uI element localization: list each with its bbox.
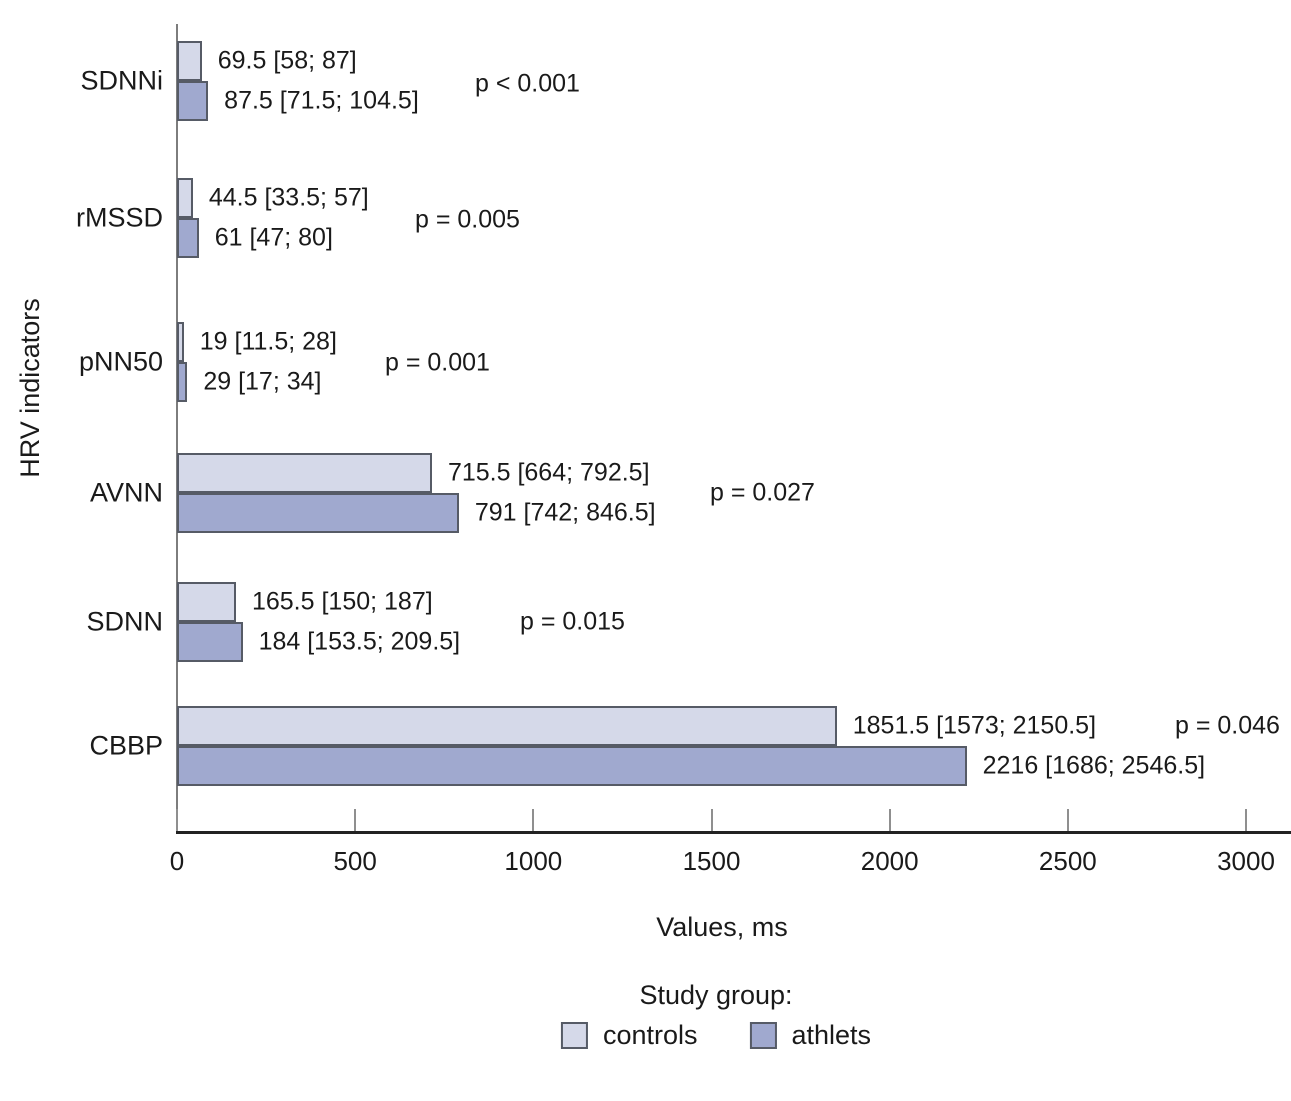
bar-controls-sdnn [177,582,236,622]
bar-value-label-controls-cbbp: 1851.5 [1573; 2150.5] [852,711,1097,740]
bar-athlets-sdnni [177,81,209,121]
x-tick [1066,809,1069,831]
bar-value-label-controls-avnn: 715.5 [664; 792.5] [447,458,650,487]
bar-value-label-athlets-cbbp: 2216 [1686; 2546.5] [982,751,1206,780]
bar-value-label-athlets-sdnn: 184 [153.5; 209.5] [258,627,461,656]
bar-controls-sdnni [177,41,202,81]
x-tick [354,809,357,831]
bar-athlets-cbbp [177,746,967,786]
bar-value-label-athlets-rmssd: 61 [47; 80] [214,223,333,252]
category-label-rmssd: rMSSD [76,202,163,233]
bar-athlets-avnn [177,493,459,533]
p-value-label-cbbp: p = 0.046 [1175,711,1280,740]
bar-athlets-sdnn [177,622,243,662]
category-label-avnn: AVNN [89,477,163,508]
x-tick-label: 3000 [1217,846,1275,876]
category-label-sdnn: SDNN [86,606,163,637]
bar-value-label-controls-sdnni: 69.5 [58; 87] [217,46,357,75]
p-value-label-sdnn: p = 0.015 [520,607,625,636]
x-tick-label: 1500 [682,846,741,876]
legend-item-controls: controls [560,1020,698,1051]
y-axis-line [176,24,178,833]
p-value-label-rmssd: p = 0.005 [415,205,520,234]
x-tick [176,809,178,831]
p-value-label-pnn50: p = 0.001 [385,348,490,377]
legend-swatch-athlets [749,1022,777,1049]
bar-athlets-rmssd [177,218,199,258]
x-tick [532,809,535,831]
x-tick [710,809,713,831]
bar-value-label-athlets-avnn: 791 [742; 846.5] [474,498,656,527]
bar-controls-cbbp [177,706,837,746]
category-label-cbbp: CBBP [89,730,163,761]
bar-value-label-controls-pnn50: 19 [11.5; 28] [199,327,337,356]
x-tick-label: 0 [169,846,185,876]
bar-value-label-controls-sdnn: 165.5 [150; 187] [251,587,433,616]
bar-controls-pnn50 [177,322,184,362]
x-tick-label: 2500 [1038,846,1097,876]
category-label-pnn50: pNN50 [78,346,163,377]
p-value-label-avnn: p = 0.027 [710,478,815,507]
bar-value-label-athlets-pnn50: 29 [17; 34] [203,367,322,396]
x-tick-label: 500 [333,846,377,876]
legend: controls athlets [560,1020,871,1051]
bar-value-label-controls-rmssd: 44.5 [33.5; 57] [208,183,369,212]
x-axis-title: Values, ms [656,912,788,942]
x-tick-label: 2000 [860,846,919,876]
legend-label-athlets: athlets [791,1020,872,1050]
legend-title: Study group: [639,980,793,1010]
x-axis-line [176,831,1291,834]
x-tick-label: 1000 [504,846,563,876]
bar-athlets-pnn50 [177,362,188,402]
legend-item-athlets: athlets [749,1020,871,1051]
legend-label-controls: controls [602,1020,698,1050]
legend-swatch-controls [560,1022,588,1049]
x-tick [888,809,891,831]
bar-controls-rmssd [177,178,193,218]
p-value-label-sdnni: p < 0.001 [475,69,580,98]
bar-value-label-athlets-sdnni: 87.5 [71.5; 104.5] [224,86,419,115]
category-label-sdnni: SDNNi [80,65,163,96]
x-tick [1245,809,1247,831]
bar-controls-avnn [177,453,432,493]
